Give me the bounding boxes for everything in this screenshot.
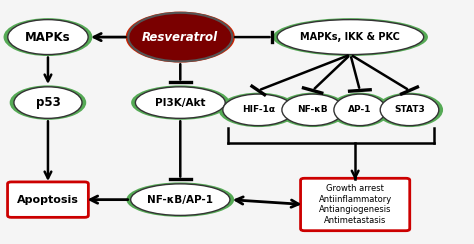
Ellipse shape: [376, 93, 443, 127]
Ellipse shape: [131, 184, 230, 215]
Ellipse shape: [329, 93, 390, 127]
Ellipse shape: [380, 94, 439, 126]
Ellipse shape: [127, 183, 234, 217]
Text: p53: p53: [36, 96, 60, 109]
Text: Resveratrol: Resveratrol: [142, 30, 219, 44]
Text: MAPKs, IKK & PKC: MAPKs, IKK & PKC: [301, 32, 401, 42]
Text: NF-κB/AP-1: NF-κB/AP-1: [147, 195, 213, 205]
Text: HIF-1α: HIF-1α: [242, 105, 275, 114]
Text: Growth arrest
Antiinflammatory
Antiangiogenesis
Antimetastasis: Growth arrest Antiinflammatory Antiangio…: [319, 184, 392, 224]
Ellipse shape: [3, 18, 92, 56]
Ellipse shape: [127, 12, 233, 62]
Text: MAPKs: MAPKs: [25, 30, 71, 44]
Ellipse shape: [334, 94, 386, 126]
Ellipse shape: [131, 85, 229, 120]
Ellipse shape: [136, 87, 225, 118]
Text: AP-1: AP-1: [348, 105, 372, 114]
Ellipse shape: [277, 20, 424, 55]
Ellipse shape: [8, 20, 88, 55]
Text: STAT3: STAT3: [394, 105, 425, 114]
Ellipse shape: [273, 18, 428, 56]
Ellipse shape: [14, 87, 82, 118]
FancyBboxPatch shape: [8, 182, 88, 217]
FancyBboxPatch shape: [301, 178, 410, 231]
Text: PI3K/Akt: PI3K/Akt: [155, 98, 206, 108]
Text: NF-κB: NF-κB: [297, 105, 328, 114]
Ellipse shape: [223, 94, 294, 126]
Text: Apoptosis: Apoptosis: [17, 195, 79, 205]
Ellipse shape: [282, 94, 343, 126]
Ellipse shape: [128, 13, 232, 61]
Ellipse shape: [9, 85, 86, 120]
Ellipse shape: [126, 12, 235, 62]
Ellipse shape: [219, 93, 298, 127]
Ellipse shape: [278, 93, 347, 127]
